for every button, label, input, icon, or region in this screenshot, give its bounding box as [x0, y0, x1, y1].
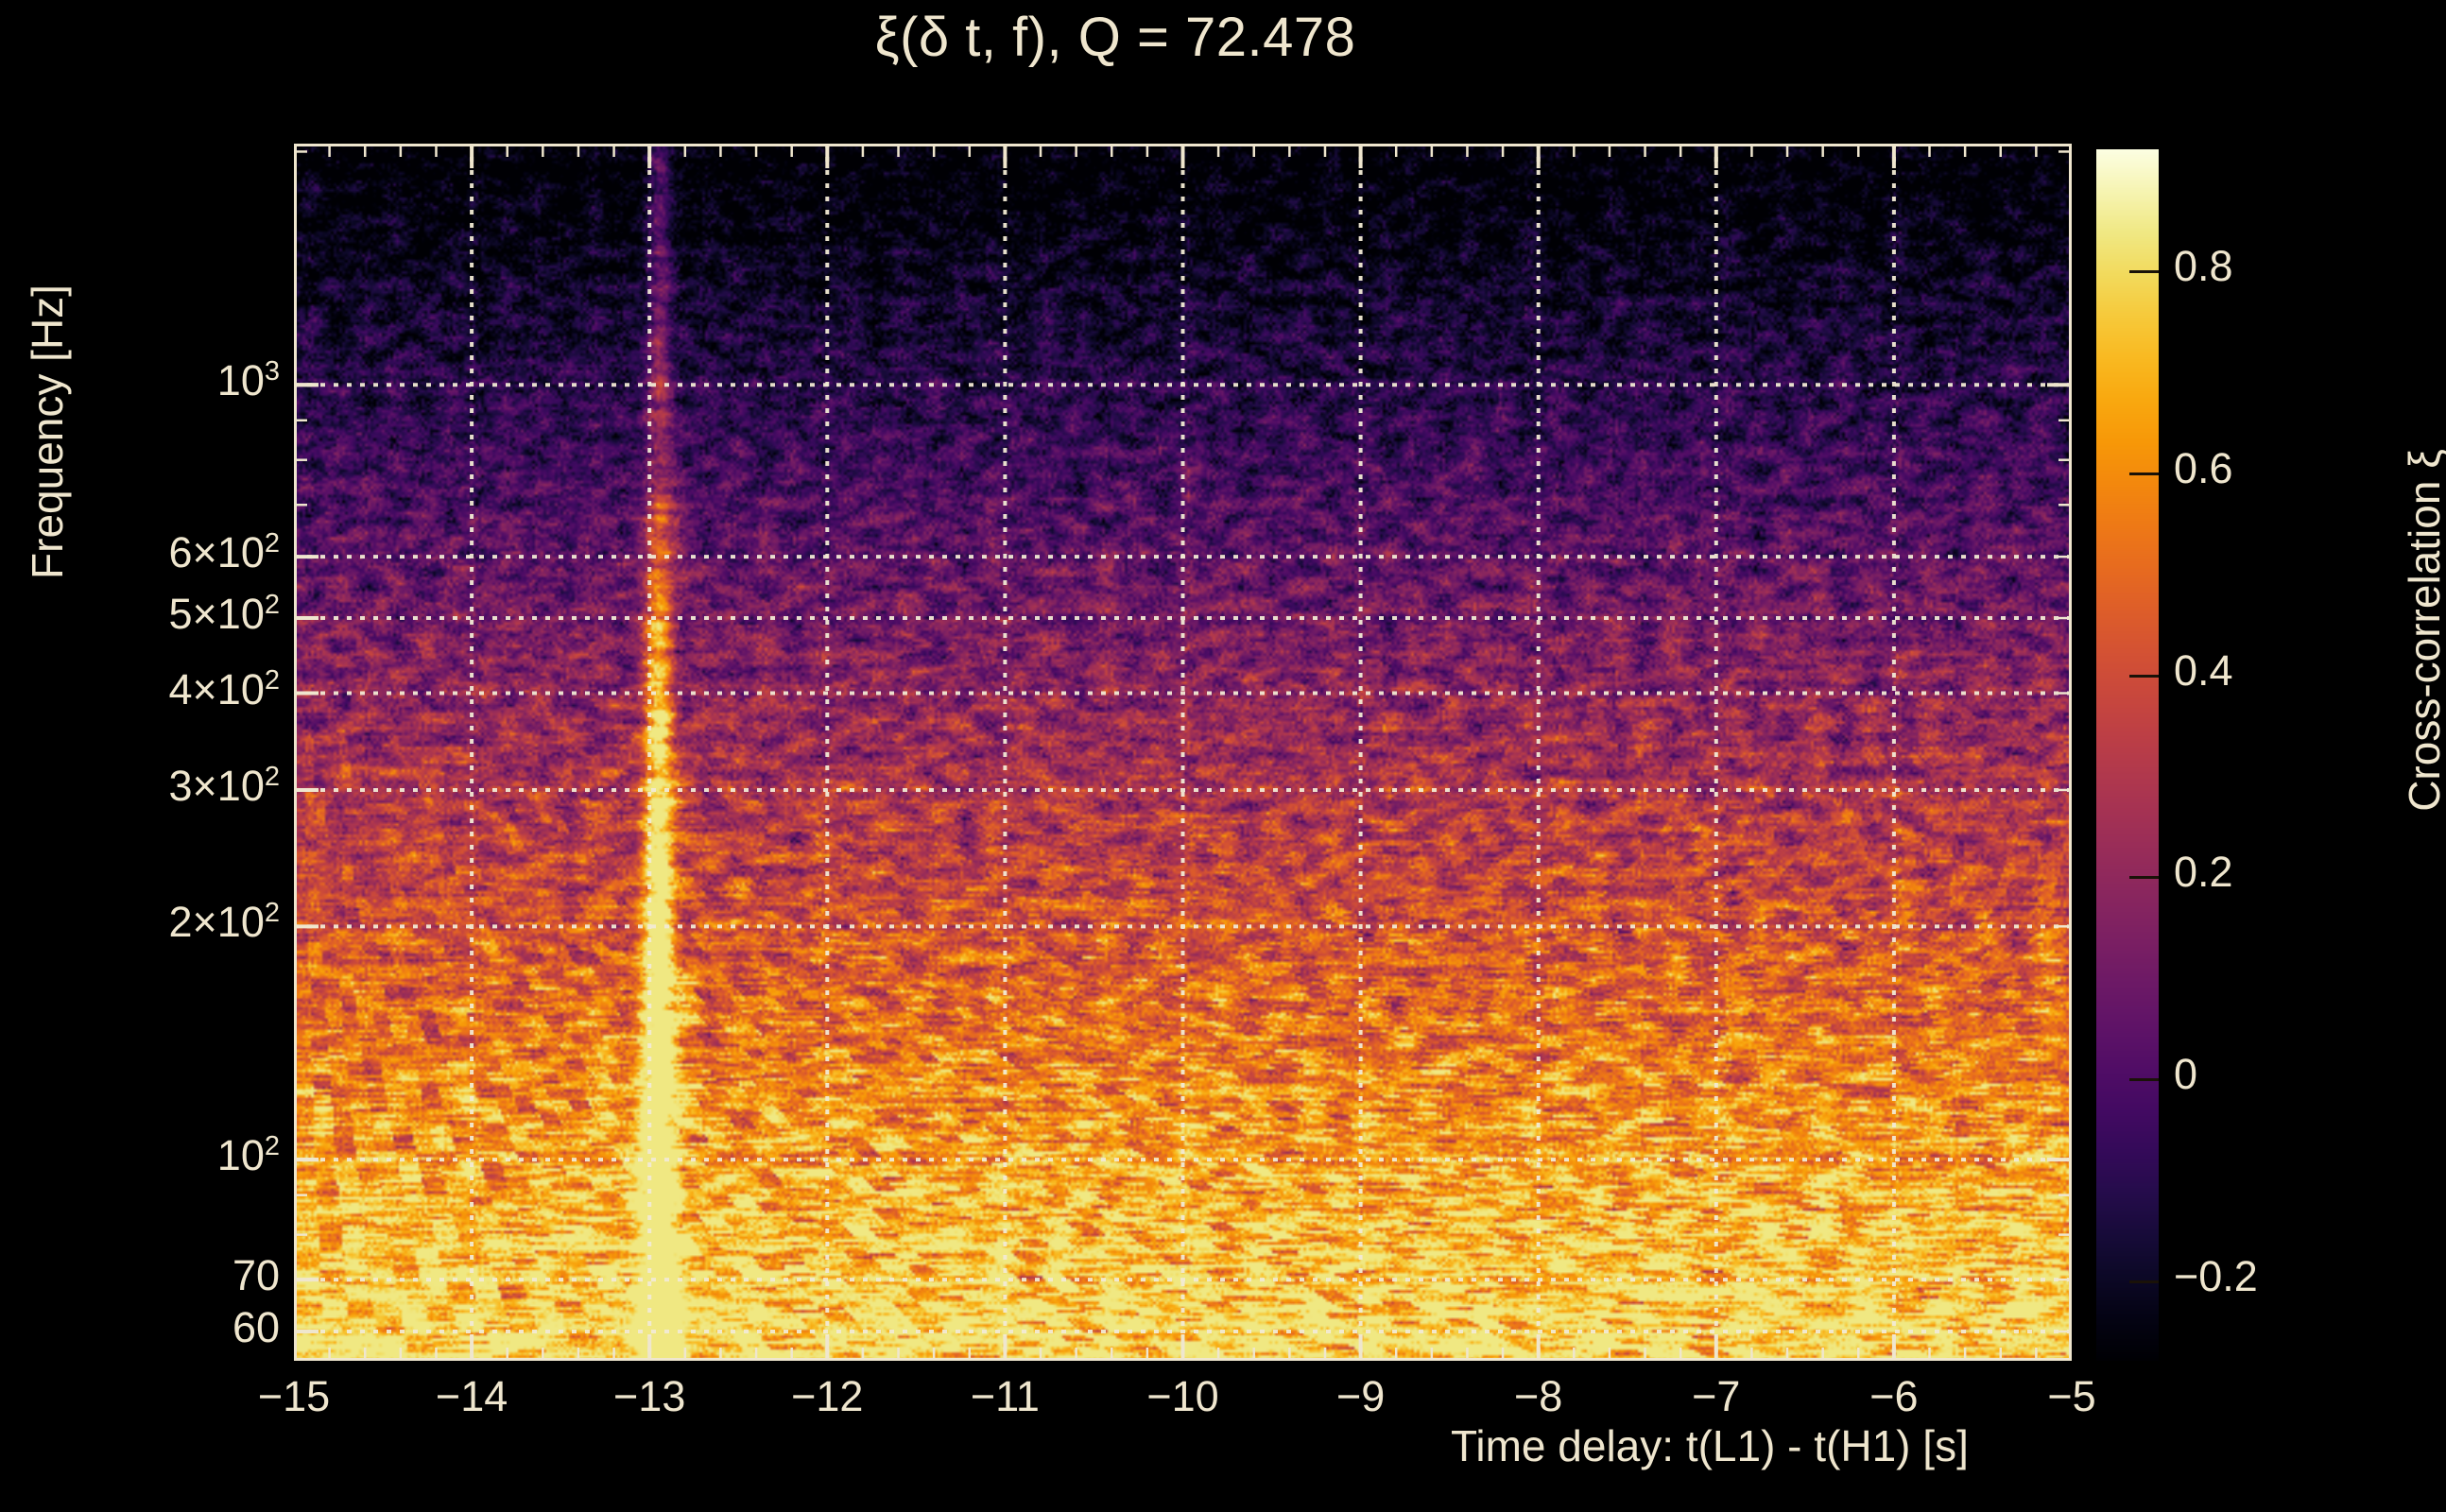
- page-title: ξ(δ t, f), Q = 72.478: [874, 7, 1356, 68]
- y-tick-mantissa: 4×10: [168, 664, 265, 713]
- x-tick-label: −8: [1514, 1372, 1563, 1420]
- colorbar-tick-mark: [2129, 1280, 2159, 1283]
- y-tick-exponent: 2: [264, 898, 280, 929]
- colorbar-tick-label: 0.6: [2174, 443, 2233, 492]
- y-tick-exponent: 2: [264, 664, 280, 696]
- y-tick-exponent: 3: [264, 356, 280, 387]
- y-tick-label: 70: [233, 1251, 280, 1300]
- y-tick-label: 103: [217, 356, 280, 405]
- x-tick-label: −9: [1335, 1372, 1386, 1420]
- x-tick-label: −11: [970, 1372, 1040, 1420]
- y-tick-label: 4×102: [168, 665, 280, 714]
- x-axis-title: Time delay: t(L1) - t(H1) [s]: [1451, 1421, 1969, 1470]
- colorbar-tick-label: −0.2: [2174, 1251, 2258, 1300]
- colorbar-tick-mark: [2129, 472, 2159, 475]
- x-tick-label: −15: [257, 1372, 331, 1420]
- x-tick-label: −12: [791, 1372, 864, 1420]
- y-tick-mantissa: 2×10: [168, 898, 265, 947]
- y-tick-mantissa: 10: [216, 356, 265, 405]
- y-tick-mantissa: 60: [232, 1303, 280, 1352]
- x-tick-label: −10: [1146, 1372, 1219, 1420]
- colorbar-tick-mark: [2129, 876, 2159, 880]
- y-tick-mantissa: 6×10: [168, 528, 265, 577]
- y-tick-exponent: 2: [264, 761, 280, 792]
- spectrogram-plot-area[interactable]: [294, 144, 2072, 1361]
- y-tick-mantissa: 3×10: [168, 761, 265, 810]
- y-tick-exponent: 2: [264, 1131, 280, 1162]
- colorbar-tick-mark: [2129, 1077, 2159, 1081]
- colorbar-gradient: [2096, 149, 2159, 1361]
- y-tick-exponent: 2: [264, 528, 280, 559]
- y-tick-label: 5×102: [168, 590, 280, 639]
- x-tick-label: −5: [2047, 1372, 2096, 1420]
- y-tick-label: 3×102: [168, 762, 280, 811]
- x-tick-label: −14: [435, 1372, 508, 1420]
- colorbar[interactable]: [2096, 149, 2159, 1361]
- x-tick-label: −7: [1692, 1372, 1741, 1420]
- colorbar-tick-label: 0: [2174, 1049, 2198, 1098]
- colorbar-tick-mark: [2129, 270, 2159, 274]
- colorbar-tick-label: 0.8: [2174, 242, 2233, 291]
- y-axis-title: Frequency [Hz]: [23, 284, 72, 579]
- y-tick-label: 2×102: [168, 898, 280, 947]
- y-tick-exponent: 2: [264, 590, 280, 621]
- y-tick-label: 6×102: [168, 528, 280, 577]
- y-tick-mantissa: 5×10: [168, 590, 265, 639]
- colorbar-tick-mark: [2129, 674, 2159, 678]
- colorbar-tick-label: 0.4: [2174, 645, 2233, 695]
- y-tick-label: 102: [217, 1131, 280, 1180]
- y-tick-mantissa: 10: [216, 1131, 265, 1180]
- colorbar-title: Cross-correlation ξ: [2400, 449, 2446, 812]
- x-tick-label: −13: [613, 1372, 686, 1420]
- y-tick-label: 60: [233, 1303, 280, 1352]
- colorbar-tick-label: 0.2: [2174, 848, 2233, 897]
- x-tick-label: −6: [1869, 1372, 1919, 1420]
- spectrogram-image: [294, 144, 2072, 1361]
- y-tick-mantissa: 70: [232, 1251, 280, 1300]
